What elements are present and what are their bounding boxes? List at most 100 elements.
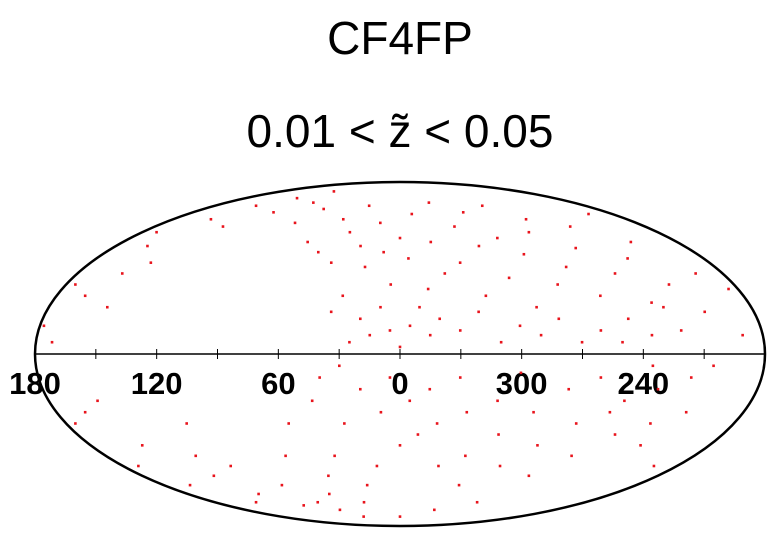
galaxy-point [427,201,431,204]
galaxy-point [527,474,531,478]
x-tick-label: 300 [496,366,548,401]
galaxy-point [398,515,402,518]
galaxy-point [408,399,412,403]
galaxy-point [388,329,392,332]
galaxy-point [587,212,590,216]
galaxy-point [348,230,352,234]
galaxy-point [703,310,707,314]
galaxy-point [221,225,225,228]
chart-subtitle: 0.01 < z̃ < 0.05 [247,105,554,157]
galaxy-point [359,317,362,321]
galaxy-point [613,272,617,275]
galaxy-point [535,305,538,309]
galaxy-point [149,261,153,264]
galaxy-point [694,272,697,275]
galaxy-point [712,364,715,368]
galaxy-point [428,387,432,391]
galaxy-point [398,236,402,240]
galaxy-point [332,190,336,193]
galaxy-point [465,410,469,414]
galaxy-point [418,305,421,309]
galaxy-point [338,364,341,368]
galaxy-point [316,250,320,254]
galaxy-point [302,504,306,507]
galaxy-point [568,225,572,228]
galaxy-point [480,204,484,208]
galaxy-point [507,276,511,280]
galaxy-point [626,317,630,321]
galaxy-point [254,204,258,208]
galaxy-point [327,492,331,496]
galaxy-point [348,340,351,344]
galaxy-point [293,221,297,225]
x-tick-label: 60 [261,366,295,401]
galaxy-point [42,324,46,328]
galaxy-point [398,444,402,447]
galaxy-point [433,508,436,512]
x-tick-label: 180 [9,366,61,401]
galaxy-point [295,196,299,200]
galaxy-point [306,240,309,244]
galaxy-point [574,422,578,425]
galaxy-point [662,305,665,309]
galaxy-point [188,483,192,487]
galaxy-point [497,433,500,436]
galaxy-point [343,422,346,425]
galaxy-point [50,340,54,344]
galaxy-point [667,283,671,286]
galaxy-point [556,283,559,286]
galaxy-point [438,317,441,321]
galaxy-point [367,204,371,208]
galaxy-point [137,464,140,468]
galaxy-point [599,376,603,379]
galaxy-point [574,246,578,250]
galaxy-point [338,508,342,512]
galaxy-point [599,294,602,298]
galaxy-point [322,207,325,211]
galaxy-point [532,410,535,414]
galaxy-point [388,376,392,379]
galaxy-point [280,483,284,487]
galaxy-point [429,240,433,244]
x-tick-label: 120 [131,366,183,401]
galaxy-point [209,217,213,221]
galaxy-point [428,333,432,337]
galaxy-point [341,294,345,298]
galaxy-point [312,201,315,204]
galaxy-point [484,294,488,298]
galaxy-point [458,329,462,332]
galaxy-point [458,376,462,379]
galaxy-point [398,345,402,349]
galaxy-point [359,387,362,391]
galaxy-point [741,333,744,337]
galaxy-point [527,230,531,234]
galaxy-point [379,410,383,414]
galaxy-point [651,364,655,368]
galaxy-point [536,444,539,447]
galaxy-point [684,410,688,414]
galaxy-point [570,454,573,458]
galaxy-point [649,422,652,425]
galaxy-point [477,244,481,248]
galaxy-point [375,464,379,468]
galaxy-point [362,515,365,518]
galaxy-point [140,444,144,447]
galaxy-point [457,483,461,487]
galaxy-point [359,244,362,248]
galaxy-point [146,244,149,248]
galaxy-point [443,272,447,275]
galaxy-point [83,410,87,414]
galaxy-point [379,221,382,225]
galaxy-point [74,283,77,286]
galaxy-point [155,230,158,234]
galaxy-point [629,240,633,244]
galaxy-point [656,387,660,391]
galaxy-point [626,257,629,260]
galaxy-point [363,265,367,269]
galaxy-point [599,329,603,332]
galaxy-point [727,287,730,291]
galaxy-point [496,399,499,403]
galaxy-point [453,225,456,228]
galaxy-point [365,483,369,487]
galaxy-point [539,333,543,337]
